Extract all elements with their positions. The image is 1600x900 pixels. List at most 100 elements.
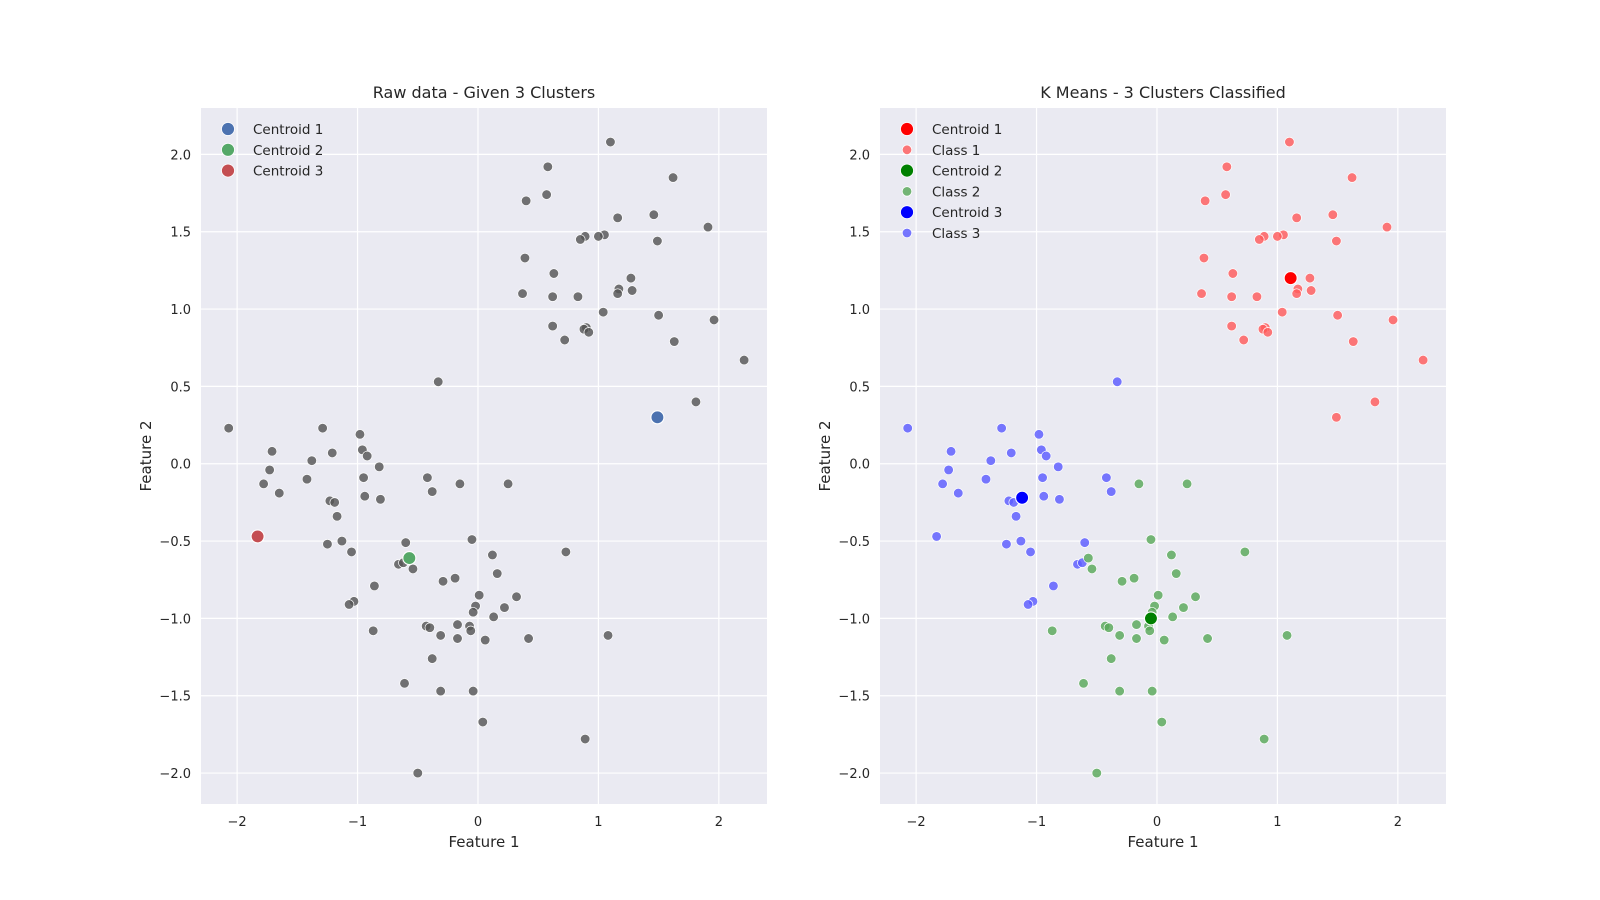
y-tick-label: −0.5: [159, 535, 191, 550]
y-tick-label: 0.5: [170, 380, 191, 395]
data-point: [1006, 447, 1017, 459]
plot-area: [201, 108, 767, 804]
data-point: [902, 423, 913, 434]
data-point: [572, 291, 584, 302]
data-point: [223, 423, 234, 434]
data-point: [375, 494, 386, 505]
data-point: [492, 568, 503, 579]
y-tick-label: −1.0: [838, 612, 870, 627]
data-point: [1226, 291, 1237, 302]
data-point: [465, 625, 476, 636]
legend-label: Centroid 1: [253, 122, 323, 138]
legend-label: Centroid 1: [932, 122, 1002, 138]
centroid-point: [402, 551, 417, 566]
data-point: [1178, 602, 1189, 613]
plot-area: [880, 108, 1446, 804]
data-point: [580, 733, 591, 745]
data-point: [1114, 685, 1125, 697]
data-point: [1025, 546, 1036, 558]
data-point: [1251, 291, 1263, 302]
data-point: [437, 576, 449, 587]
data-point: [374, 461, 385, 472]
data-point: [1331, 235, 1342, 247]
x-tick-label: −2: [907, 815, 926, 830]
data-point: [626, 285, 638, 296]
legend-marker: [221, 122, 235, 136]
x-tick-label: 0: [1153, 815, 1161, 830]
data-point: [1167, 611, 1178, 623]
data-point: [541, 189, 552, 200]
data-point: [454, 478, 466, 489]
data-point: [477, 716, 488, 728]
data-point: [449, 573, 461, 584]
data-point: [1156, 716, 1167, 728]
data-point: [1291, 212, 1302, 223]
x-tick-label: 2: [715, 815, 723, 830]
data-point: [1131, 619, 1142, 630]
data-point: [559, 334, 570, 346]
y-tick-label: 1.5: [849, 226, 870, 241]
data-point: [1054, 494, 1065, 505]
series-class-2: [1047, 478, 1293, 779]
centroid-point: [1143, 611, 1159, 626]
data-point: [1116, 576, 1128, 587]
data-point: [306, 455, 317, 466]
centroid-point: [1015, 490, 1030, 505]
y-tick-label: 1.0: [170, 303, 191, 318]
data-point: [1131, 633, 1142, 644]
data-point: [1033, 429, 1045, 440]
data-point: [1041, 450, 1052, 462]
series-data: [223, 136, 750, 779]
data-point: [487, 549, 498, 561]
y-tick-label: 1.0: [849, 303, 870, 318]
data-point: [548, 268, 559, 279]
x-axis-label: Feature 1: [1128, 833, 1199, 851]
data-point: [1332, 310, 1343, 321]
data-point: [1226, 320, 1237, 332]
data-point: [427, 486, 438, 497]
data-point: [1047, 625, 1058, 636]
data-point: [400, 537, 411, 548]
data-point: [738, 354, 750, 366]
legend-marker: [900, 122, 914, 136]
legend-marker: [221, 142, 235, 157]
data-point: [407, 563, 419, 575]
data-point: [1281, 630, 1293, 641]
data-point: [593, 231, 604, 242]
data-point: [523, 633, 534, 644]
data-point: [1078, 678, 1089, 689]
data-point: [980, 474, 992, 485]
data-point: [1114, 630, 1125, 641]
data-point: [1327, 209, 1338, 220]
x-tick-label: −1: [1027, 815, 1046, 830]
data-point: [1331, 412, 1342, 423]
data-point: [1103, 622, 1114, 633]
data-point: [996, 423, 1007, 434]
legend-label: Centroid 3: [253, 164, 323, 180]
series-centroid-2: [1143, 611, 1159, 626]
data-point: [931, 531, 942, 542]
data-point: [264, 464, 275, 476]
series-centroid-1: [1283, 271, 1298, 286]
y-tick-label: 0.0: [170, 458, 191, 473]
legend-marker: [900, 205, 914, 220]
data-point: [435, 685, 446, 697]
y-tick-label: 2.0: [170, 148, 191, 163]
legend-label: Centroid 2: [253, 143, 323, 159]
data-point: [474, 590, 485, 601]
data-point: [1259, 733, 1270, 745]
y-axis-label: Feature 2: [137, 421, 155, 492]
data-point: [517, 288, 528, 299]
legend-marker: [901, 186, 913, 197]
data-point: [1038, 491, 1049, 502]
data-point: [583, 327, 594, 338]
data-point: [937, 478, 948, 489]
data-point: [329, 497, 340, 508]
x-tick-label: −1: [348, 815, 367, 830]
data-point: [598, 307, 609, 318]
data-point: [1346, 172, 1358, 183]
data-point: [1171, 568, 1182, 579]
data-point: [336, 535, 348, 547]
data-point: [468, 685, 479, 697]
